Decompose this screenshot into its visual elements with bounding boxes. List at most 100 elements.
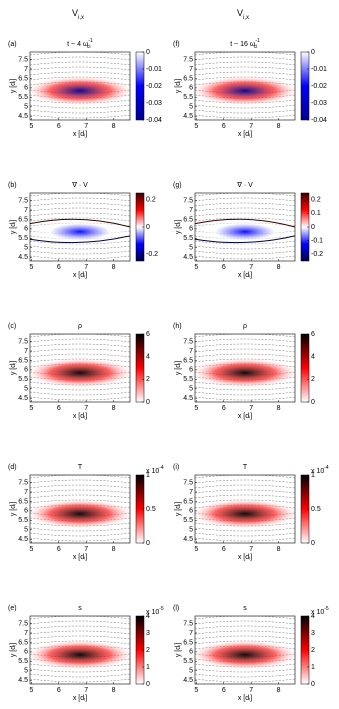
panel-title: T (78, 464, 83, 471)
field-line (30, 104, 130, 109)
front (30, 218, 130, 228)
y-tick-label: 6 (189, 226, 193, 233)
colorbar-tick-label: -0.2 (311, 251, 323, 258)
y-tick-label: 5 (24, 245, 28, 252)
y-tick-label: 7.5 (18, 56, 28, 63)
field-line (30, 396, 130, 401)
panel-title: ρ (78, 323, 82, 330)
colorbar-tick-label: 3 (311, 630, 315, 637)
plume (195, 75, 295, 106)
plot-area (30, 52, 130, 120)
y-tick-label: 5 (24, 104, 28, 111)
x-tick-label: 6 (222, 546, 226, 553)
x-tick-label: 8 (277, 405, 281, 412)
y-tick-label: 6.5 (18, 357, 28, 364)
field-line (195, 71, 295, 76)
x-tick-label: 6 (222, 405, 226, 412)
y-tick-label: 4.5 (183, 395, 193, 402)
x-axis-label: x [dᵢ] (73, 272, 87, 279)
x-tick-label: 6 (57, 546, 61, 553)
field-line (30, 475, 130, 479)
y-tick-label: 7 (24, 630, 28, 637)
colorbar-tick-label: -0.1 (311, 237, 323, 244)
colorbar-tick-label: 2 (311, 376, 315, 383)
y-tick-label: 5.5 (183, 235, 193, 242)
text-part: V (72, 8, 78, 18)
axes-frame (194, 192, 296, 262)
panel-label: (e) (8, 605, 17, 612)
field-line (30, 61, 130, 66)
y-tick-label: 5 (189, 668, 193, 675)
colorbar-tick-label: 0 (311, 224, 315, 231)
field-line (30, 114, 130, 119)
text-part: ∇ · V (71, 181, 88, 189)
field-line (195, 635, 295, 640)
plot-area (195, 52, 295, 120)
text-part: x 10 (311, 609, 324, 616)
colorbar-tick-label: -0.02 (311, 83, 327, 90)
field-line (195, 673, 295, 678)
panel-label: (h) (173, 323, 182, 330)
x-tick-label: 7 (84, 405, 88, 412)
field-line (195, 197, 295, 202)
y-tick-label: 5.5 (18, 517, 28, 524)
colorbar-tick-label: 4 (146, 354, 150, 361)
x-tick-label: 7 (249, 687, 253, 694)
x-axis-label: x [dᵢ] (73, 554, 87, 561)
axes-frame (194, 51, 296, 121)
x-axis-label: x [dᵢ] (238, 695, 252, 702)
y-tick-label: 4.5 (18, 677, 28, 684)
colorbar-scale: x 10-5 (146, 606, 164, 616)
field-line (30, 484, 130, 489)
y-tick-label: 6 (189, 508, 193, 515)
colorbar-tick-label: 0.2 (146, 197, 156, 204)
field-line (195, 245, 295, 250)
x-tick-label: 6 (222, 264, 226, 271)
plume (30, 357, 130, 388)
x-tick-label: 5 (29, 123, 33, 130)
x-tick-label: 6 (57, 405, 61, 412)
text-part: -4 (324, 465, 329, 471)
colorbar-tick-label: 4 (311, 613, 315, 620)
field-line (30, 197, 130, 202)
x-tick-label: 5 (194, 264, 198, 271)
axes-frame (194, 615, 296, 685)
colorbar-tick-label: 1 (146, 664, 150, 671)
field-line (195, 484, 295, 489)
y-tick-label: 5 (24, 527, 28, 534)
panel-title: ∇ · V (71, 181, 88, 189)
y-tick-label: 7.5 (18, 197, 28, 204)
panel-title: t ~ 16 ω-1 ci (230, 38, 260, 50)
colorbar-tick-label: 0 (146, 540, 150, 547)
text-part: x 10 (311, 468, 324, 475)
y-tick-label: 5 (24, 668, 28, 675)
text-part: ρ (243, 323, 247, 330)
colorbar-tick-label: -0.03 (146, 100, 162, 107)
plume (30, 75, 130, 106)
text-part: -4 (159, 465, 164, 471)
axes-frame (194, 333, 296, 403)
y-tick-label: 7.5 (183, 56, 193, 63)
plot-area (195, 334, 295, 402)
y-tick-label: 6 (24, 226, 28, 233)
panel-label: (f) (173, 41, 180, 48)
field-line (30, 616, 130, 620)
colorbar (300, 333, 310, 403)
x-tick-label: 7 (249, 546, 253, 553)
field-line (30, 245, 130, 250)
text-part: -1 (88, 38, 93, 44)
y-tick-label: 7.5 (18, 620, 28, 627)
colorbar-tick-label: 0 (146, 224, 150, 231)
field-line (195, 61, 295, 66)
colorbar-tick-label: 2 (311, 647, 315, 654)
field-line (30, 625, 130, 630)
y-tick-label: 6.5 (183, 75, 193, 82)
colorbar-tick-label: 0.1 (311, 210, 321, 217)
text-part: -5 (159, 606, 164, 612)
y-axis-label: y [dᵢ] (175, 502, 182, 516)
field-line (195, 353, 295, 358)
colorbar-tick-label: -0.02 (146, 83, 162, 90)
panel-label: (g) (173, 182, 182, 189)
field-line (195, 479, 295, 484)
x-axis-label: x [dᵢ] (238, 554, 252, 561)
